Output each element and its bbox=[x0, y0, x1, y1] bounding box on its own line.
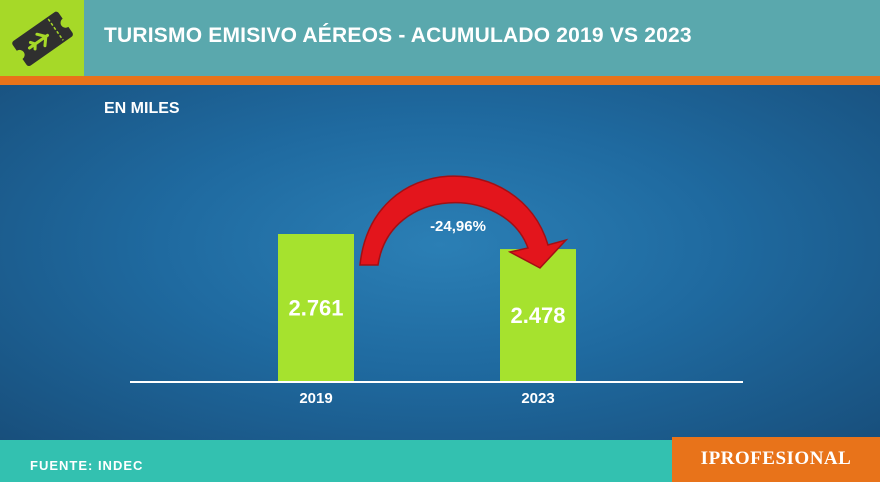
brand-box bbox=[672, 437, 880, 482]
bar-value-label: 2.478 bbox=[510, 303, 565, 328]
x-tick-label: 2023 bbox=[521, 390, 554, 407]
source-label: FUENTE: INDEC bbox=[30, 458, 144, 473]
change-arrow bbox=[359, 175, 569, 269]
plot-background bbox=[0, 85, 880, 440]
header-divider bbox=[0, 76, 880, 85]
bar-2023 bbox=[500, 249, 576, 381]
chart-subtitle: EN MILES bbox=[104, 100, 180, 117]
header-bar bbox=[0, 0, 880, 76]
bar-2019 bbox=[278, 234, 354, 381]
x-tick-label: 2019 bbox=[299, 390, 332, 407]
bar-value-label: 2.761 bbox=[288, 296, 343, 321]
brand-logo: IPROFESIONAL bbox=[700, 448, 852, 469]
page-title: TURISMO EMISIVO AÉREOS - ACUMULADO 2019 … bbox=[104, 24, 692, 47]
change-annotation: -24,96% bbox=[430, 218, 486, 235]
airplane-ticket-icon bbox=[0, 0, 84, 76]
